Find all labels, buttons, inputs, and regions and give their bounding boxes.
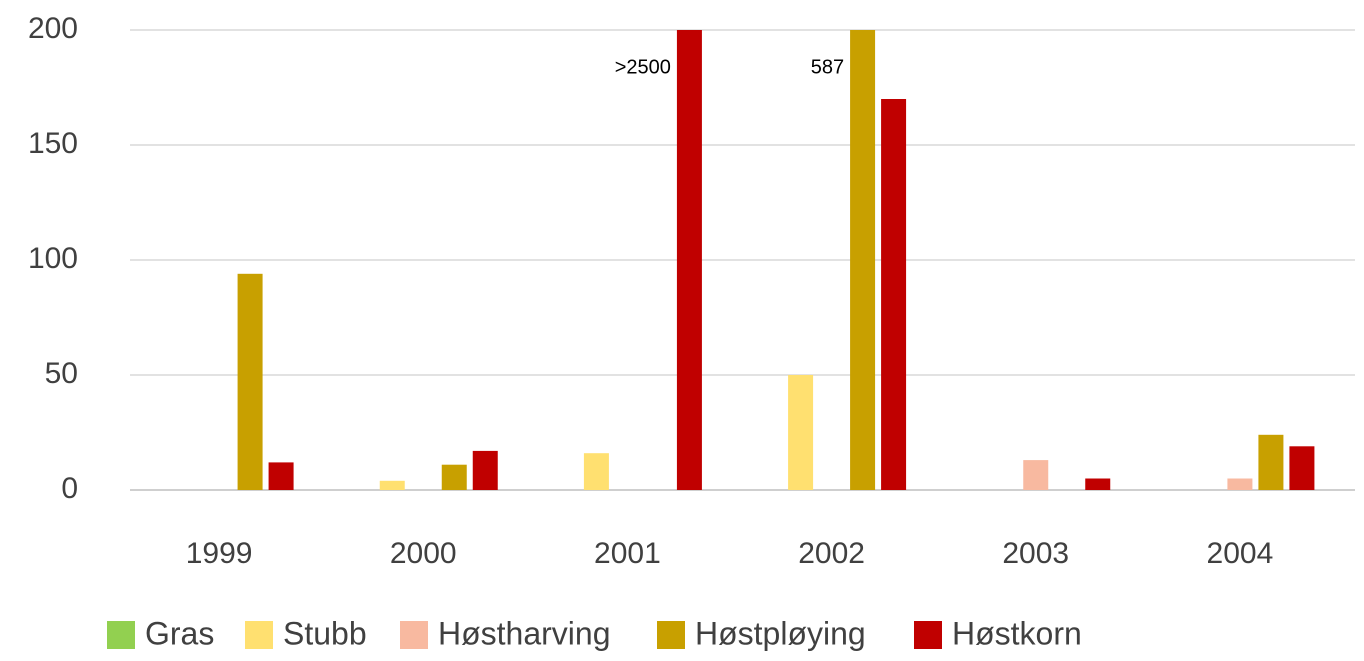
bar bbox=[441, 464, 467, 490]
bar bbox=[1289, 446, 1315, 490]
bar bbox=[268, 462, 294, 490]
legend-swatch bbox=[245, 621, 273, 649]
legend-swatch bbox=[107, 621, 135, 649]
bar bbox=[583, 453, 609, 490]
legend-label: Høstharving bbox=[438, 615, 611, 651]
x-tick-label: 2001 bbox=[594, 537, 661, 570]
x-tick-label: 1999 bbox=[186, 537, 253, 570]
legend-swatch bbox=[657, 621, 685, 649]
y-tick-label: 0 bbox=[61, 472, 78, 505]
plot-area bbox=[237, 30, 1315, 490]
y-tick-label: 200 bbox=[28, 12, 78, 45]
y-tick-label: 50 bbox=[45, 357, 78, 390]
bar bbox=[1227, 478, 1253, 490]
bar bbox=[379, 480, 405, 490]
x-tick-label: 2004 bbox=[1207, 537, 1274, 570]
bar bbox=[1258, 434, 1284, 490]
x-tick-label: 2000 bbox=[390, 537, 457, 570]
bar bbox=[881, 99, 907, 490]
legend-label: Stubb bbox=[283, 615, 367, 651]
value-label: >2500 bbox=[615, 56, 671, 78]
bar bbox=[237, 273, 263, 490]
legend-swatch bbox=[400, 621, 428, 649]
bar bbox=[850, 30, 876, 490]
bar bbox=[472, 450, 498, 490]
bar bbox=[676, 30, 702, 490]
legend-label: Gras bbox=[145, 615, 214, 651]
y-tick-label: 100 bbox=[28, 242, 78, 275]
value-label: 587 bbox=[811, 56, 844, 78]
bar bbox=[788, 375, 814, 490]
legend-swatch bbox=[914, 621, 942, 649]
bar bbox=[1023, 460, 1049, 490]
legend-label: Høstpløying bbox=[695, 615, 866, 651]
y-tick-label: 150 bbox=[28, 127, 78, 160]
x-tick-label: 2002 bbox=[798, 537, 865, 570]
x-tick-label: 2003 bbox=[1002, 537, 1069, 570]
legend-label: Høstkorn bbox=[952, 615, 1082, 651]
bar bbox=[1085, 478, 1111, 490]
